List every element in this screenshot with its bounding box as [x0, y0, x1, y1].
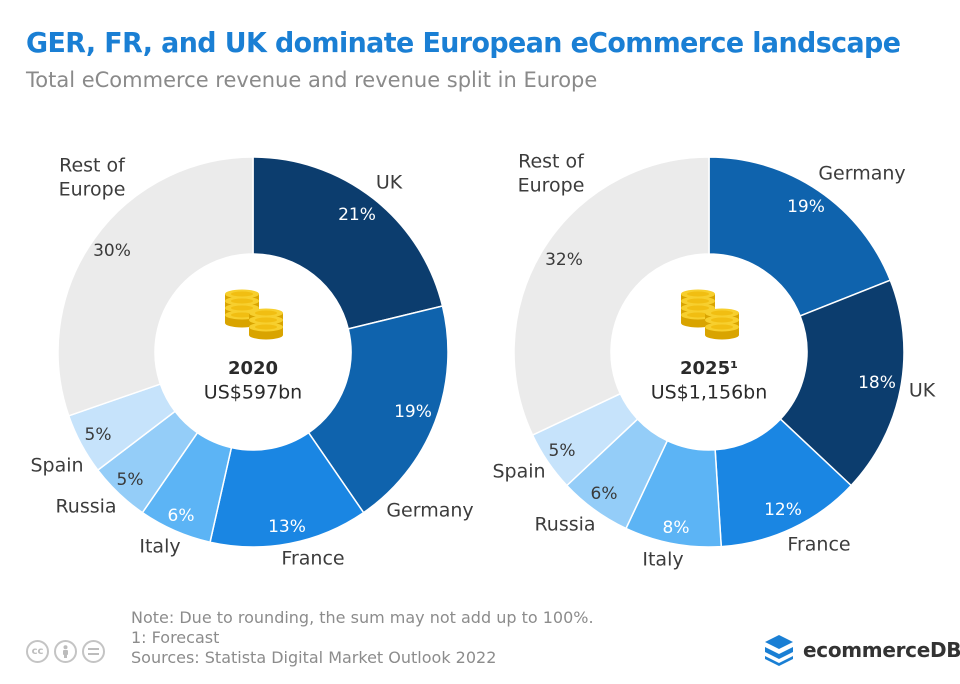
- license-icons: cc: [26, 640, 105, 663]
- category-label-france: France: [281, 548, 344, 570]
- pct-label-russia: 6%: [591, 484, 618, 504]
- pct-label-italy: 8%: [663, 518, 690, 538]
- slice-uk: [252, 156, 444, 330]
- pct-label-spain: 5%: [549, 441, 576, 461]
- slice-rest-of-europe: [57, 156, 254, 417]
- brand-logo: ecommerceDB: [764, 634, 960, 666]
- pct-label-uk: 21%: [338, 205, 376, 225]
- creative-commons-icon: cc: [26, 640, 49, 663]
- stack-icon: [765, 635, 793, 666]
- donut-chart-2020: 21%UK19%Germany13%France6%Italy5%Russia5…: [30, 155, 473, 570]
- sources-note: Sources: Statista Digital Market Outlook…: [131, 648, 497, 667]
- category-label-uk: UK: [376, 172, 403, 194]
- category-label-italy: Italy: [139, 536, 180, 558]
- category-label-russia: Russia: [55, 496, 116, 518]
- no-derivatives-icon: [82, 640, 105, 663]
- pct-label-germany: 19%: [394, 402, 432, 422]
- brand-name: ecommerceDB: [803, 638, 960, 662]
- center-year-label: 2025¹: [680, 358, 738, 379]
- category-label-germany: Germany: [818, 163, 905, 185]
- category-label-uk: UK: [909, 380, 936, 402]
- center-year-label: 2020: [228, 358, 278, 379]
- pct-label-italy: 6%: [168, 506, 195, 526]
- slice-germany: [307, 305, 449, 514]
- category-label-rest-of-europe-1: Rest of: [59, 155, 126, 177]
- attribution-icon: [54, 640, 77, 663]
- rounding-note: Note: Due to rounding, the sum may not a…: [131, 608, 594, 627]
- pct-label-germany: 19%: [787, 197, 825, 217]
- pct-label-rest-of-europe: 32%: [545, 250, 583, 270]
- category-label-france: France: [787, 534, 850, 556]
- chart-title: GER, FR, and UK dominate European eComme…: [26, 26, 901, 59]
- category-label-rest-of-europe-2: Europe: [518, 175, 585, 197]
- pct-label-uk: 18%: [858, 373, 896, 393]
- pct-label-rest-of-europe: 30%: [93, 241, 131, 261]
- category-label-italy: Italy: [642, 549, 683, 571]
- category-label-spain: Spain: [30, 455, 83, 477]
- pct-label-france: 13%: [268, 517, 306, 537]
- pct-label-russia: 5%: [117, 470, 144, 490]
- category-label-rest-of-europe-2: Europe: [59, 179, 126, 201]
- center-revenue-label: US$597bn: [204, 382, 302, 404]
- footnotes: Note: Due to rounding, the sum may not a…: [131, 608, 594, 668]
- slice-rest-of-europe: [513, 156, 710, 437]
- category-label-rest-of-europe-1: Rest of: [518, 151, 585, 173]
- slice-uk: [779, 279, 905, 487]
- category-label-russia: Russia: [534, 514, 595, 536]
- chart-subtitle: Total eCommerce revenue and revenue spli…: [26, 68, 598, 92]
- center-revenue-label: US$1,156bn: [651, 382, 768, 404]
- category-label-germany: Germany: [386, 500, 473, 522]
- slice-germany: [708, 156, 892, 317]
- forecast-note: 1: Forecast: [131, 628, 220, 647]
- category-label-spain: Spain: [492, 461, 545, 483]
- donut-chart-2025: 19% Germany 18% UK 12% France 8% Italy 6% Russia 5…: [492, 151, 935, 571]
- pct-label-spain: 5%: [85, 425, 112, 445]
- pct-label-france: 12%: [764, 500, 802, 520]
